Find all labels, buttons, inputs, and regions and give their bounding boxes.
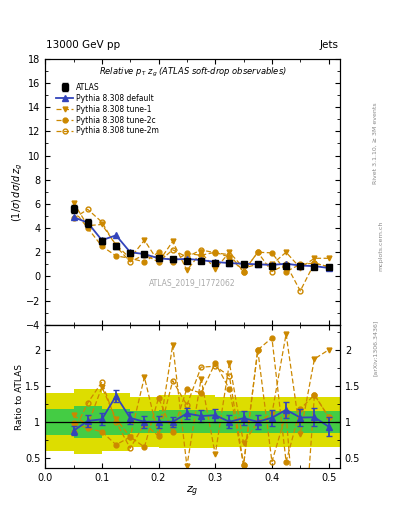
- Pythia 8.308 tune-2c: [85, 225, 90, 231]
- Pythia 8.308 tune-2c: [312, 260, 317, 266]
- Line: Pythia 8.308 tune-1: Pythia 8.308 tune-1: [71, 200, 331, 273]
- Pythia 8.308 tune-2c: [270, 250, 274, 256]
- Text: Rivet 3.1.10, ≥ 3M events: Rivet 3.1.10, ≥ 3M events: [373, 102, 378, 184]
- Pythia 8.308 default: [255, 261, 260, 267]
- Pythia 8.308 tune-1: [255, 261, 260, 267]
- Pythia 8.308 tune-2c: [298, 261, 303, 267]
- Pythia 8.308 default: [156, 255, 161, 261]
- Pythia 8.308 tune-2m: [185, 254, 189, 260]
- Pythia 8.308 tune-2c: [185, 250, 189, 257]
- Pythia 8.308 tune-1: [284, 249, 288, 255]
- Text: ATLAS_2019_I1772062: ATLAS_2019_I1772062: [149, 278, 236, 287]
- Pythia 8.308 tune-1: [298, 265, 303, 271]
- Pythia 8.308 tune-2m: [298, 288, 303, 294]
- Pythia 8.308 default: [312, 263, 317, 269]
- Pythia 8.308 default: [326, 265, 331, 271]
- Pythia 8.308 default: [114, 232, 118, 239]
- Pythia 8.308 tune-2c: [199, 252, 204, 259]
- Pythia 8.308 tune-2m: [241, 268, 246, 274]
- Pythia 8.308 default: [85, 220, 90, 226]
- Pythia 8.308 tune-1: [227, 249, 232, 255]
- Pythia 8.308 tune-2c: [171, 259, 175, 265]
- Pythia 8.308 tune-2m: [85, 206, 90, 212]
- Text: Jets: Jets: [320, 40, 339, 50]
- Pythia 8.308 tune-2m: [156, 259, 161, 265]
- Pythia 8.308 default: [99, 237, 104, 243]
- Pythia 8.308 tune-2c: [114, 253, 118, 259]
- Pythia 8.308 tune-2m: [71, 216, 76, 222]
- Pythia 8.308 tune-2m: [199, 247, 204, 253]
- Pythia 8.308 tune-2m: [284, 261, 288, 267]
- Pythia 8.308 tune-2c: [128, 255, 132, 261]
- Pythia 8.308 tune-1: [312, 255, 317, 261]
- Pythia 8.308 tune-2c: [284, 268, 288, 274]
- Pythia 8.308 tune-2c: [255, 249, 260, 255]
- Pythia 8.308 tune-1: [114, 242, 118, 248]
- Pythia 8.308 tune-2m: [142, 251, 147, 258]
- Pythia 8.308 default: [298, 263, 303, 269]
- Pythia 8.308 tune-2c: [326, 264, 331, 270]
- Pythia 8.308 tune-2m: [312, 260, 317, 266]
- Pythia 8.308 default: [128, 249, 132, 255]
- Text: Relative $p_\mathrm{T}$ $z_g$ (ATLAS soft-drop observables): Relative $p_\mathrm{T}$ $z_g$ (ATLAS sof…: [99, 66, 286, 79]
- Pythia 8.308 tune-1: [185, 267, 189, 273]
- Pythia 8.308 tune-2c: [156, 249, 161, 255]
- X-axis label: $z_g$: $z_g$: [186, 485, 199, 499]
- Pythia 8.308 tune-2c: [241, 268, 246, 274]
- Pythia 8.308 tune-1: [241, 265, 246, 271]
- Pythia 8.308 tune-2m: [114, 243, 118, 249]
- Pythia 8.308 tune-1: [270, 261, 274, 267]
- Line: Pythia 8.308 tune-2m: Pythia 8.308 tune-2m: [71, 207, 331, 293]
- Pythia 8.308 tune-2m: [227, 251, 232, 258]
- Text: [arXiv:1306.3436]: [arXiv:1306.3436]: [373, 320, 378, 376]
- Pythia 8.308 default: [213, 259, 218, 265]
- Pythia 8.308 default: [227, 260, 232, 266]
- Text: 13000 GeV pp: 13000 GeV pp: [46, 40, 121, 50]
- Pythia 8.308 tune-1: [99, 221, 104, 227]
- Pythia 8.308 default: [284, 261, 288, 267]
- Text: mcplots.cern.ch: mcplots.cern.ch: [379, 221, 384, 271]
- Pythia 8.308 tune-2m: [171, 247, 175, 253]
- Pythia 8.308 default: [171, 257, 175, 263]
- Y-axis label: $(1/\sigma)\,d\sigma/d\,z_g$: $(1/\sigma)\,d\sigma/d\,z_g$: [10, 162, 25, 222]
- Pythia 8.308 tune-2c: [71, 207, 76, 213]
- Pythia 8.308 tune-1: [142, 237, 147, 243]
- Pythia 8.308 tune-2m: [255, 249, 260, 255]
- Pythia 8.308 tune-1: [85, 223, 90, 229]
- Pythia 8.308 tune-2m: [128, 259, 132, 265]
- Pythia 8.308 tune-1: [199, 249, 204, 255]
- Line: Pythia 8.308 default: Pythia 8.308 default: [71, 215, 331, 271]
- Pythia 8.308 tune-2m: [99, 219, 104, 225]
- Pythia 8.308 tune-2m: [326, 264, 331, 270]
- Pythia 8.308 tune-2m: [213, 250, 218, 256]
- Pythia 8.308 default: [199, 257, 204, 263]
- Pythia 8.308 tune-1: [156, 259, 161, 265]
- Pythia 8.308 tune-2m: [270, 268, 274, 274]
- Y-axis label: Ratio to ATLAS: Ratio to ATLAS: [15, 364, 24, 430]
- Pythia 8.308 default: [270, 262, 274, 268]
- Pythia 8.308 default: [185, 256, 189, 262]
- Pythia 8.308 default: [71, 214, 76, 220]
- Line: Pythia 8.308 tune-2c: Pythia 8.308 tune-2c: [71, 207, 331, 274]
- Pythia 8.308 tune-2c: [142, 259, 147, 265]
- Pythia 8.308 tune-2c: [213, 249, 218, 255]
- Pythia 8.308 tune-2c: [99, 243, 104, 249]
- Pythia 8.308 tune-1: [326, 255, 331, 261]
- Pythia 8.308 tune-1: [128, 255, 132, 261]
- Pythia 8.308 tune-1: [71, 200, 76, 206]
- Pythia 8.308 default: [241, 261, 246, 267]
- Legend: ATLAS, Pythia 8.308 default, Pythia 8.308 tune-1, Pythia 8.308 tune-2c, Pythia 8: ATLAS, Pythia 8.308 default, Pythia 8.30…: [55, 81, 161, 137]
- Pythia 8.308 tune-2c: [227, 254, 232, 260]
- Pythia 8.308 tune-1: [171, 238, 175, 244]
- Pythia 8.308 default: [142, 251, 147, 257]
- Pythia 8.308 tune-1: [213, 266, 218, 272]
